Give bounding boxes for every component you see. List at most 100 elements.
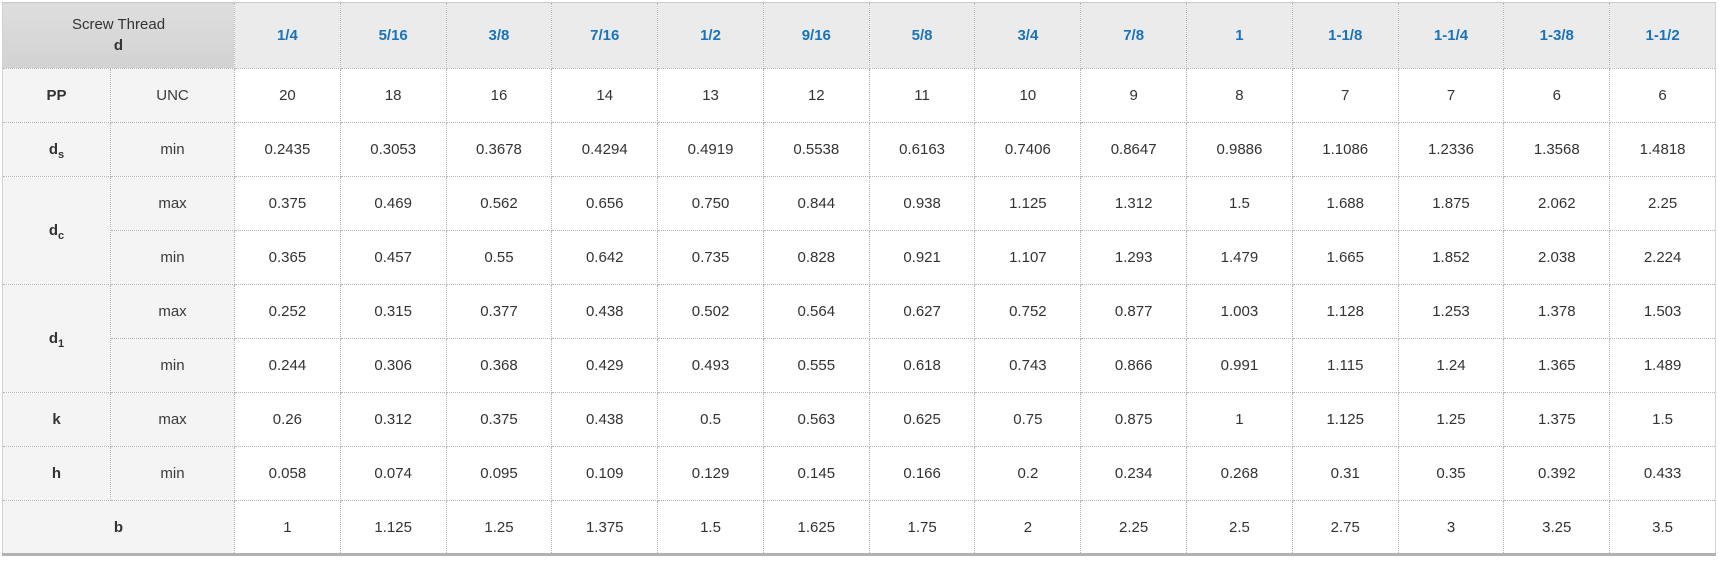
- table-row: h min 0.058 0.074 0.095 0.109 0.129 0.145 0.166 0…: [2, 446, 1716, 501]
- value-cell: 0.2435: [234, 122, 341, 177]
- value-cell: 0.166: [868, 446, 976, 501]
- value-cell: 0.433: [1609, 446, 1716, 501]
- value-cell: 6: [1503, 68, 1611, 123]
- value-cell: 9: [1080, 68, 1188, 123]
- value-cell: 0.058: [234, 446, 341, 501]
- value-cell: 2.75: [1291, 500, 1399, 555]
- value-cell: 2: [974, 500, 1082, 555]
- value-cell: 1.128: [1291, 284, 1399, 339]
- value-cell: 1.5: [1186, 176, 1293, 231]
- value-cell: 0.4294: [551, 122, 659, 177]
- value-cell: 0.438: [551, 284, 659, 339]
- value-cell: 0.8647: [1080, 122, 1188, 177]
- value-cell: 1.115: [1291, 338, 1399, 393]
- value-cell: 0.627: [868, 284, 976, 339]
- value-cell: 1.378: [1503, 284, 1611, 339]
- value-cell: 0.562: [445, 176, 553, 231]
- value-cell: 0.642: [551, 230, 659, 285]
- value-cell: 0.866: [1080, 338, 1188, 393]
- value-cell: 10: [974, 68, 1082, 123]
- table-row: PP UNC 20 18 16 14 13 12 11 10 9 8 7 7 6 6: [2, 68, 1716, 123]
- value-cell: 1.503: [1609, 284, 1716, 339]
- value-cell: 0.3678: [445, 122, 553, 177]
- value-cell: 1.875: [1397, 176, 1505, 231]
- value-cell: 3: [1397, 500, 1505, 555]
- value-cell: 0.268: [1186, 446, 1293, 501]
- value-cell: 1.75: [868, 500, 976, 555]
- value-cell: 0.625: [868, 392, 976, 447]
- value-cell: 3.25: [1503, 500, 1611, 555]
- column-header-3/4: 3/4: [974, 2, 1082, 69]
- row-label-subscript: c: [58, 230, 65, 242]
- column-header-9/16: 9/16: [762, 2, 870, 69]
- value-cell: 0.55: [445, 230, 553, 285]
- column-header-1-1/8: 1-1/8: [1291, 2, 1399, 69]
- column-header-1: 1: [1186, 2, 1293, 69]
- value-cell: 0.074: [339, 446, 447, 501]
- value-cell: 0.555: [762, 338, 870, 393]
- row-label-ds: ds: [2, 122, 111, 177]
- table-row: ds min 0.2435 0.3053 0.3678 0.4294 0.4919 0.553…: [2, 122, 1716, 177]
- value-cell: 1.3568: [1503, 122, 1611, 177]
- value-cell: 0.35: [1397, 446, 1505, 501]
- value-cell: 0.844: [762, 176, 870, 231]
- value-cell: 0.4919: [657, 122, 764, 177]
- value-cell: 0.502: [657, 284, 764, 339]
- value-cell: 0.2: [974, 446, 1082, 501]
- value-cell: 0.234: [1080, 446, 1188, 501]
- value-cell: 0.438: [551, 392, 659, 447]
- value-cell: 0.392: [1503, 446, 1611, 501]
- value-cell: 0.938: [868, 176, 976, 231]
- value-cell: 0.365: [234, 230, 341, 285]
- value-cell: 0.3053: [339, 122, 447, 177]
- value-cell: 2.25: [1609, 176, 1716, 231]
- value-cell: 0.129: [657, 446, 764, 501]
- corner-title: Screw Thread: [71, 16, 166, 34]
- value-cell: 2.038: [1503, 230, 1611, 285]
- value-cell: 18: [339, 68, 447, 123]
- value-cell: 1.253: [1397, 284, 1505, 339]
- row-measure-label: min: [109, 230, 236, 285]
- column-header-3/8: 3/8: [445, 2, 553, 69]
- value-cell: 0.752: [974, 284, 1082, 339]
- value-cell: 1.375: [1503, 392, 1611, 447]
- value-cell: 0.735: [657, 230, 764, 285]
- value-cell: 0.469: [339, 176, 447, 231]
- value-cell: 0.6163: [868, 122, 976, 177]
- value-cell: 0.312: [339, 392, 447, 447]
- value-cell: 1.4818: [1609, 122, 1716, 177]
- value-cell: 1.688: [1291, 176, 1399, 231]
- column-header-1-1/4: 1-1/4: [1397, 2, 1505, 69]
- row-label-subscript: 1: [58, 338, 65, 350]
- column-header-1-1/2: 1-1/2: [1609, 2, 1716, 69]
- table-row: d1 max 0.252 0.315 0.377 0.438 0.502 0.564 0.627…: [2, 284, 1716, 393]
- row-measure-label: UNC: [109, 68, 236, 123]
- value-cell: 0.563: [762, 392, 870, 447]
- row-label-d1: d1: [2, 284, 111, 393]
- row-label-k: k: [2, 392, 111, 447]
- value-cell: 0.252: [234, 284, 341, 339]
- value-cell: 0.991: [1186, 338, 1293, 393]
- value-cell: 8: [1186, 68, 1293, 123]
- value-cell: 0.375: [445, 392, 553, 447]
- value-cell: 1.25: [445, 500, 553, 555]
- row-measure-label: min: [109, 338, 236, 393]
- value-cell: 1.665: [1291, 230, 1399, 285]
- value-cell: 0.875: [1080, 392, 1188, 447]
- value-cell: 0.921: [868, 230, 976, 285]
- value-cell: 0.5538: [762, 122, 870, 177]
- value-cell: 0.493: [657, 338, 764, 393]
- value-cell: 0.618: [868, 338, 976, 393]
- value-cell: 7: [1397, 68, 1505, 123]
- value-cell: 0.306: [339, 338, 447, 393]
- value-cell: 1.24: [1397, 338, 1505, 393]
- table-row: b 1 1.125 1.25 1.375 1.5 1.625 1.75 2 2.25 2.5 2.75…: [1, 500, 1716, 555]
- value-cell: 1.2336: [1397, 122, 1505, 177]
- value-cell: 0.7406: [974, 122, 1082, 177]
- value-cell: 0.31: [1291, 446, 1399, 501]
- value-cell: 0.5: [657, 392, 764, 447]
- value-cell: 2.224: [1609, 230, 1716, 285]
- column-header-1-3/8: 1-3/8: [1503, 2, 1611, 69]
